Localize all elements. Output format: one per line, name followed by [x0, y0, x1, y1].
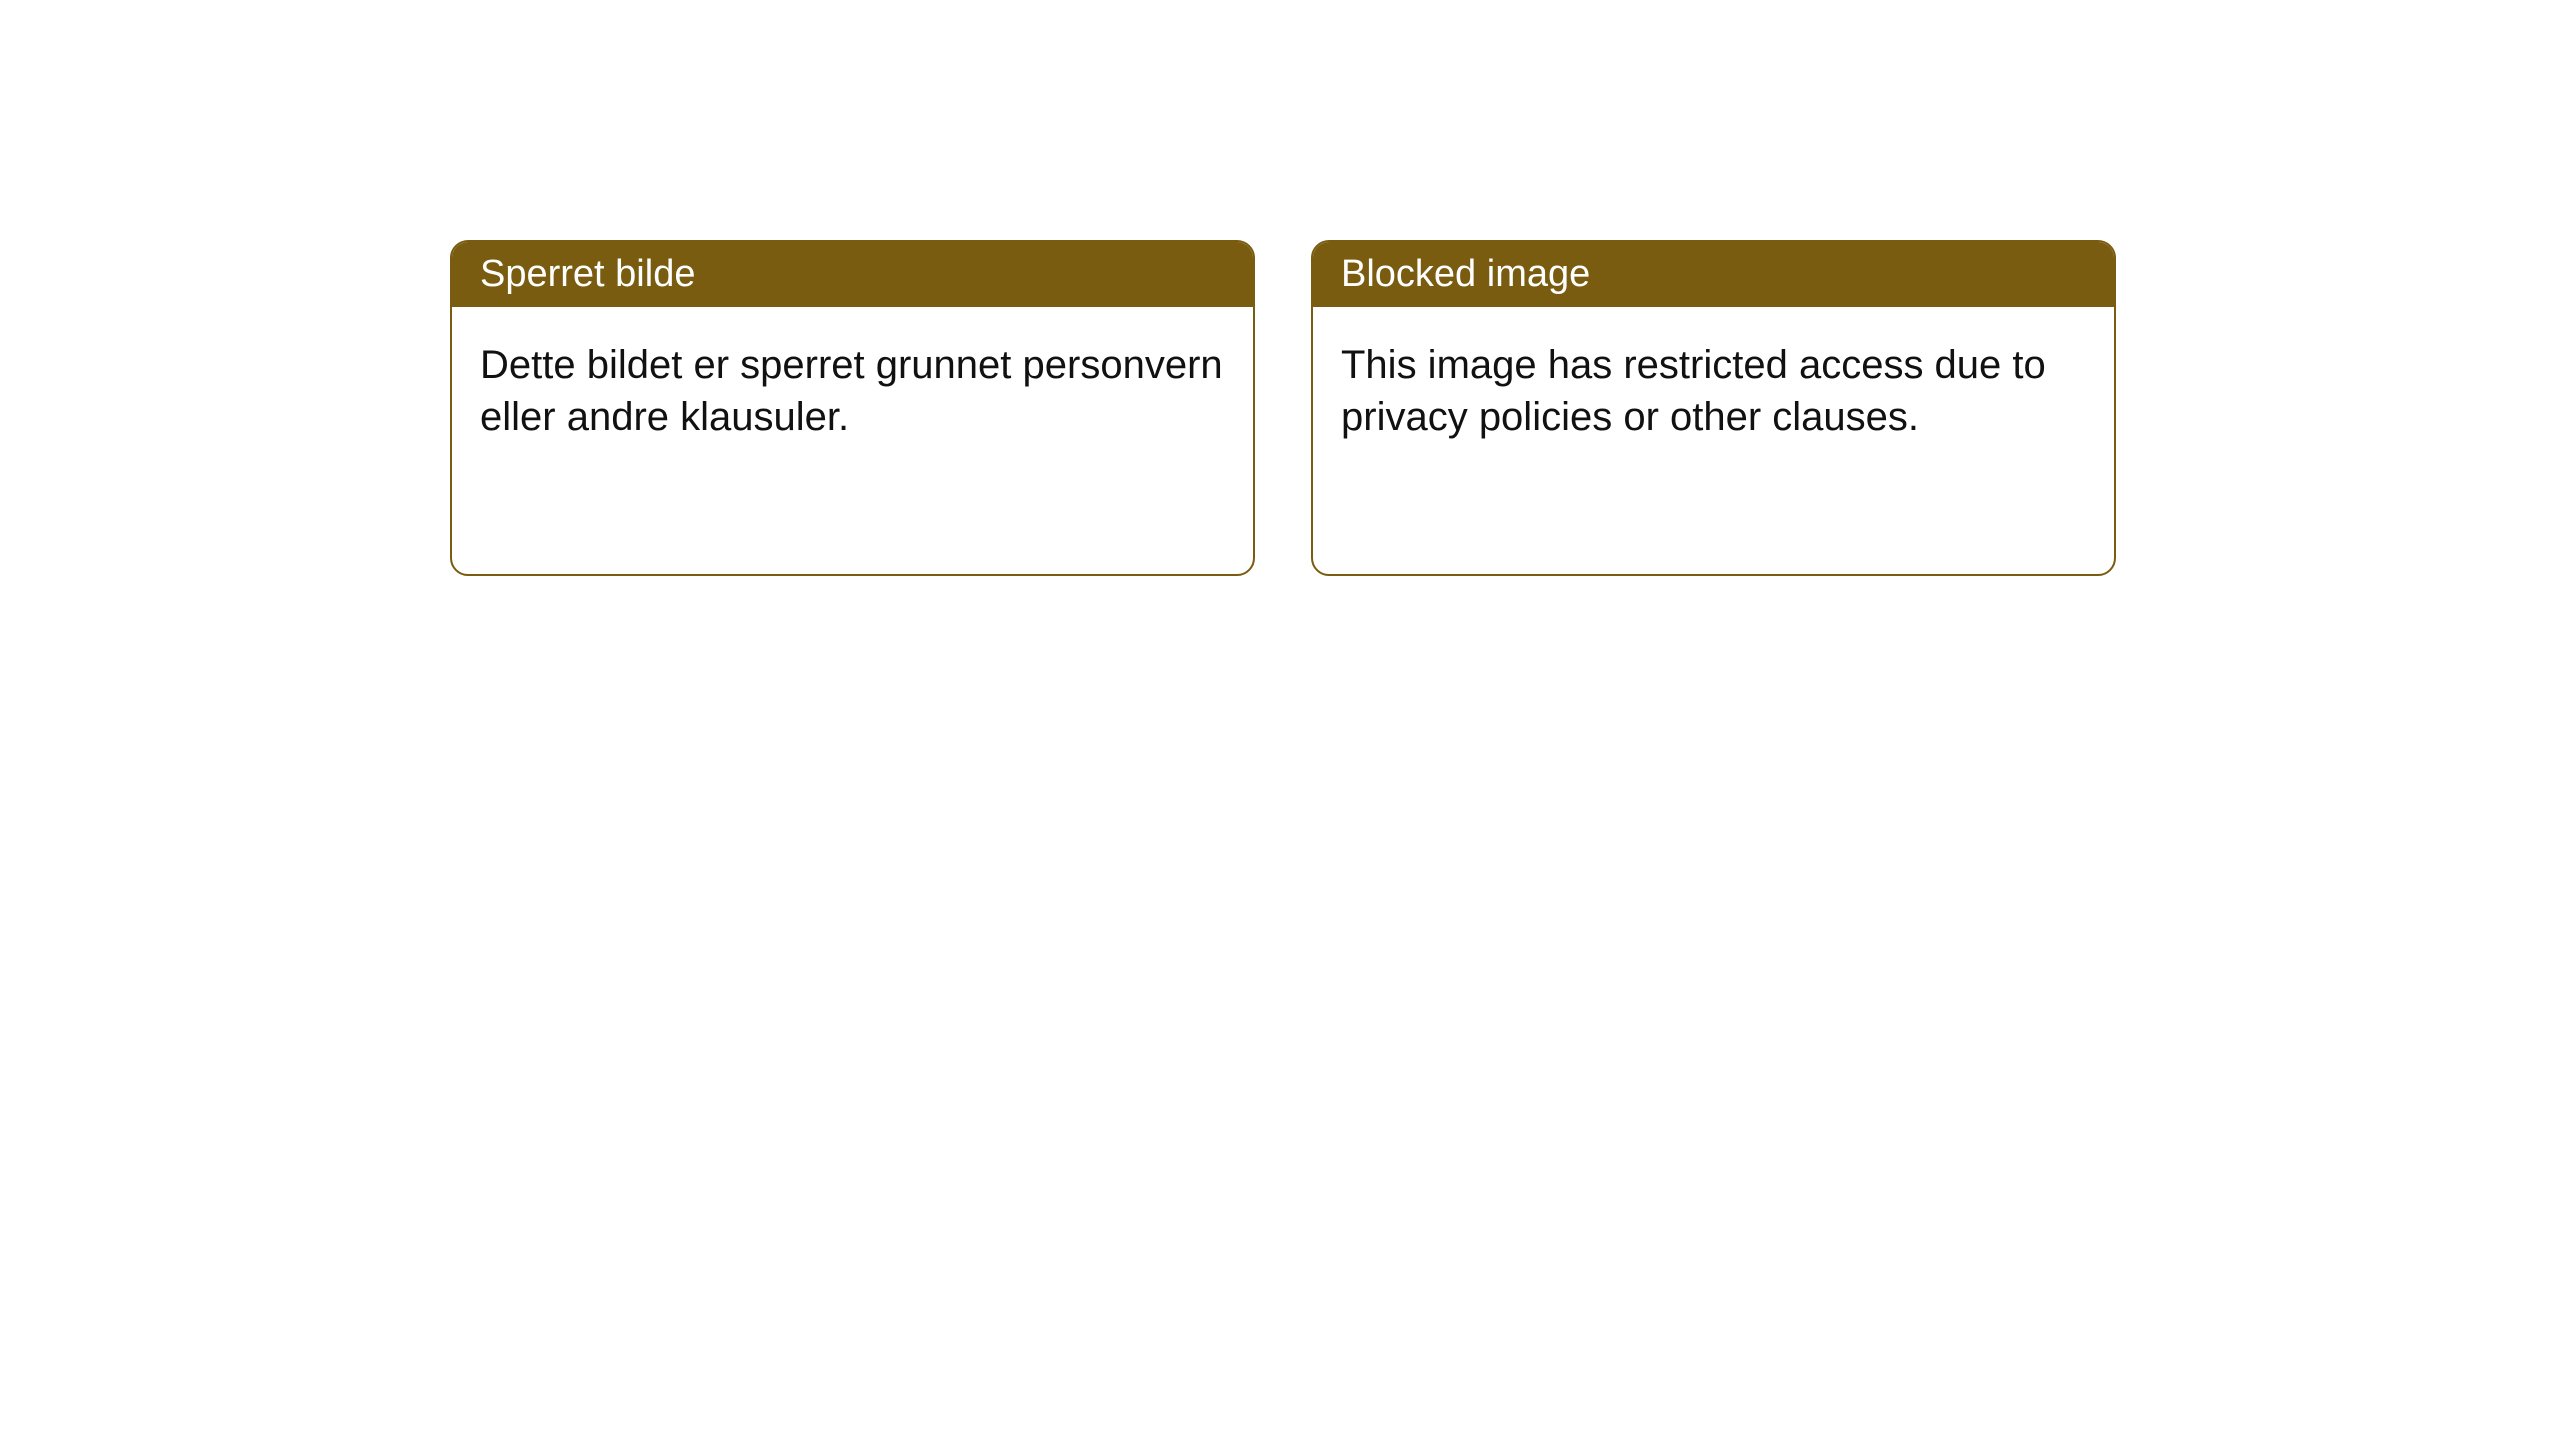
notice-card-norwegian: Sperret bilde Dette bildet er sperret gr… — [450, 240, 1255, 576]
notice-card-english: Blocked image This image has restricted … — [1311, 240, 2116, 576]
notice-title-norwegian: Sperret bilde — [452, 242, 1253, 307]
notice-body-norwegian: Dette bildet er sperret grunnet personve… — [452, 307, 1253, 475]
notice-container: Sperret bilde Dette bildet er sperret gr… — [0, 0, 2560, 576]
notice-body-english: This image has restricted access due to … — [1313, 307, 2114, 475]
notice-title-english: Blocked image — [1313, 242, 2114, 307]
